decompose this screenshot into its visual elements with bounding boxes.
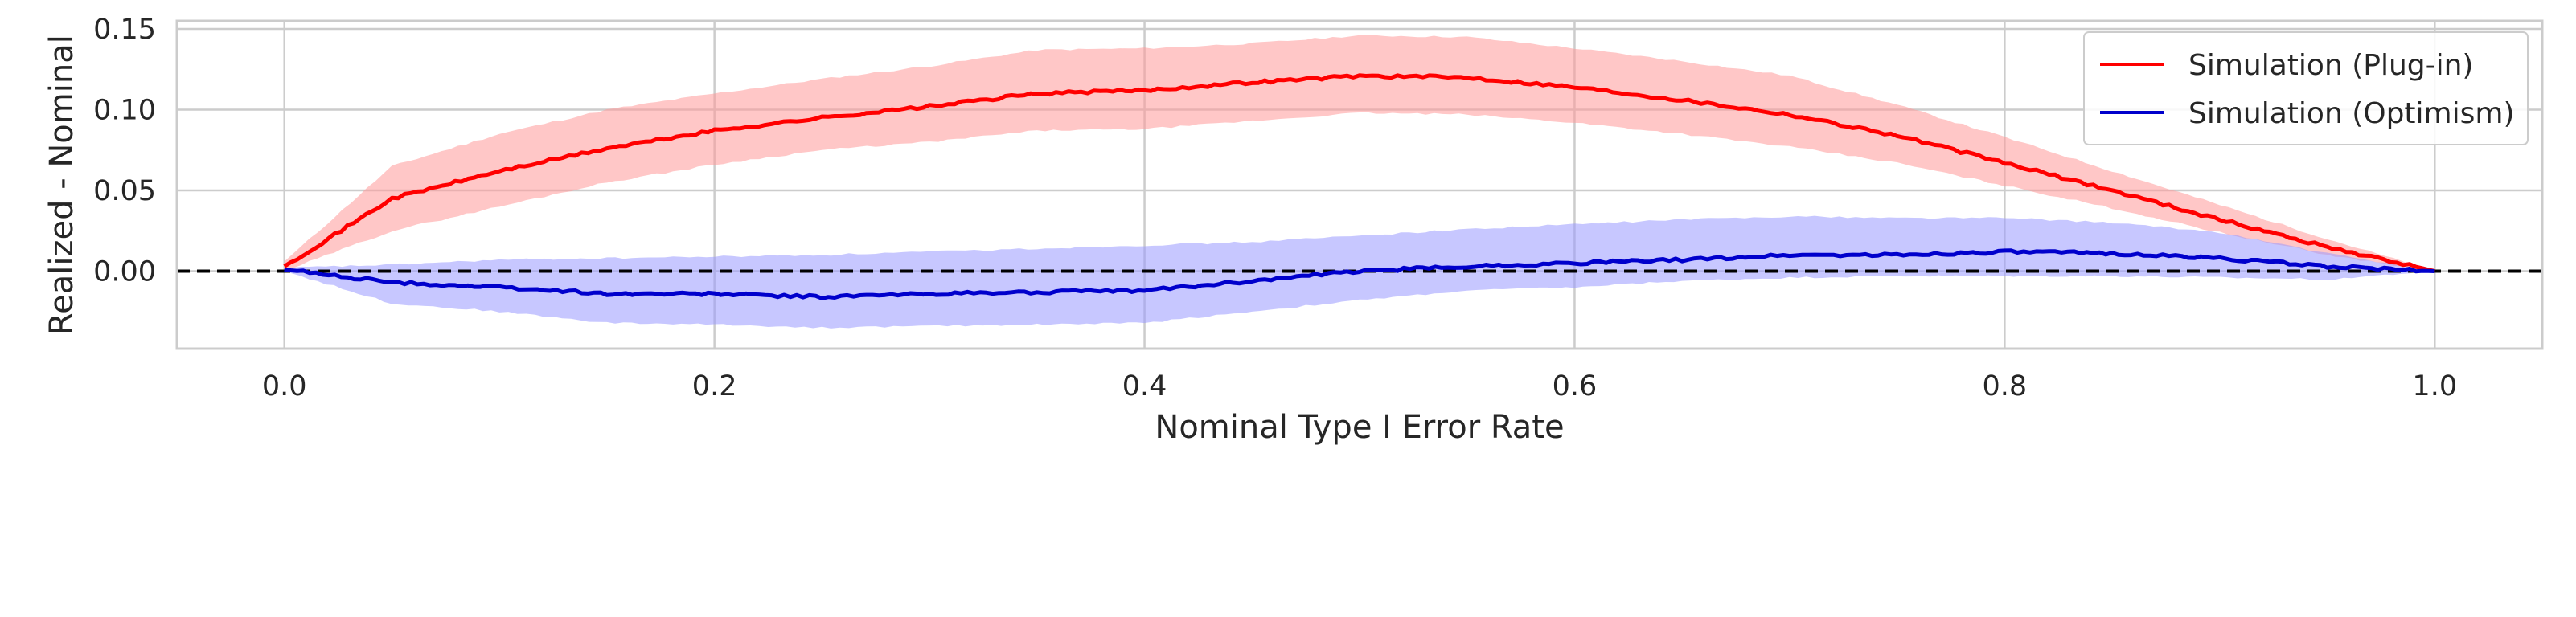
x-tick-label: 0.4 [1122, 370, 1167, 402]
series-lines [283, 73, 2435, 300]
x-tick-label: 0.8 [1983, 370, 2028, 402]
band-plugin [284, 35, 2435, 272]
legend-box [2083, 31, 2529, 145]
x-tick-label: 0.6 [1553, 370, 1598, 402]
x-tick-label: 1.0 [2412, 370, 2457, 402]
x-axis-label: Nominal Type I Error Rate [1155, 409, 1564, 446]
y-tick-label: 0.10 [93, 95, 156, 127]
x-tick-label: 0.0 [262, 370, 307, 402]
legend-label-optimism: Simulation (Optimism) [2188, 97, 2515, 130]
series-line-optimism [284, 248, 2435, 300]
legend-label-plugin: Simulation (Plug-in) [2188, 49, 2473, 82]
x-tick-label: 0.2 [692, 370, 737, 402]
tick-labels: 0.0 0.2 0.4 0.6 0.8 1.0 0.00 0.05 0.10 0.15 [93, 14, 2457, 402]
y-tick-label: 0.05 [93, 175, 156, 207]
y-tick-label: 0.00 [93, 256, 156, 288]
plot-frame [175, 19, 2544, 350]
series-line-plugin [283, 73, 2435, 273]
legend: Simulation (Plug-in) Simulation (Optimis… [2083, 31, 2529, 145]
y-tick-label: 0.15 [93, 14, 156, 46]
y-axis-label: Realized - Nominal [43, 35, 80, 335]
